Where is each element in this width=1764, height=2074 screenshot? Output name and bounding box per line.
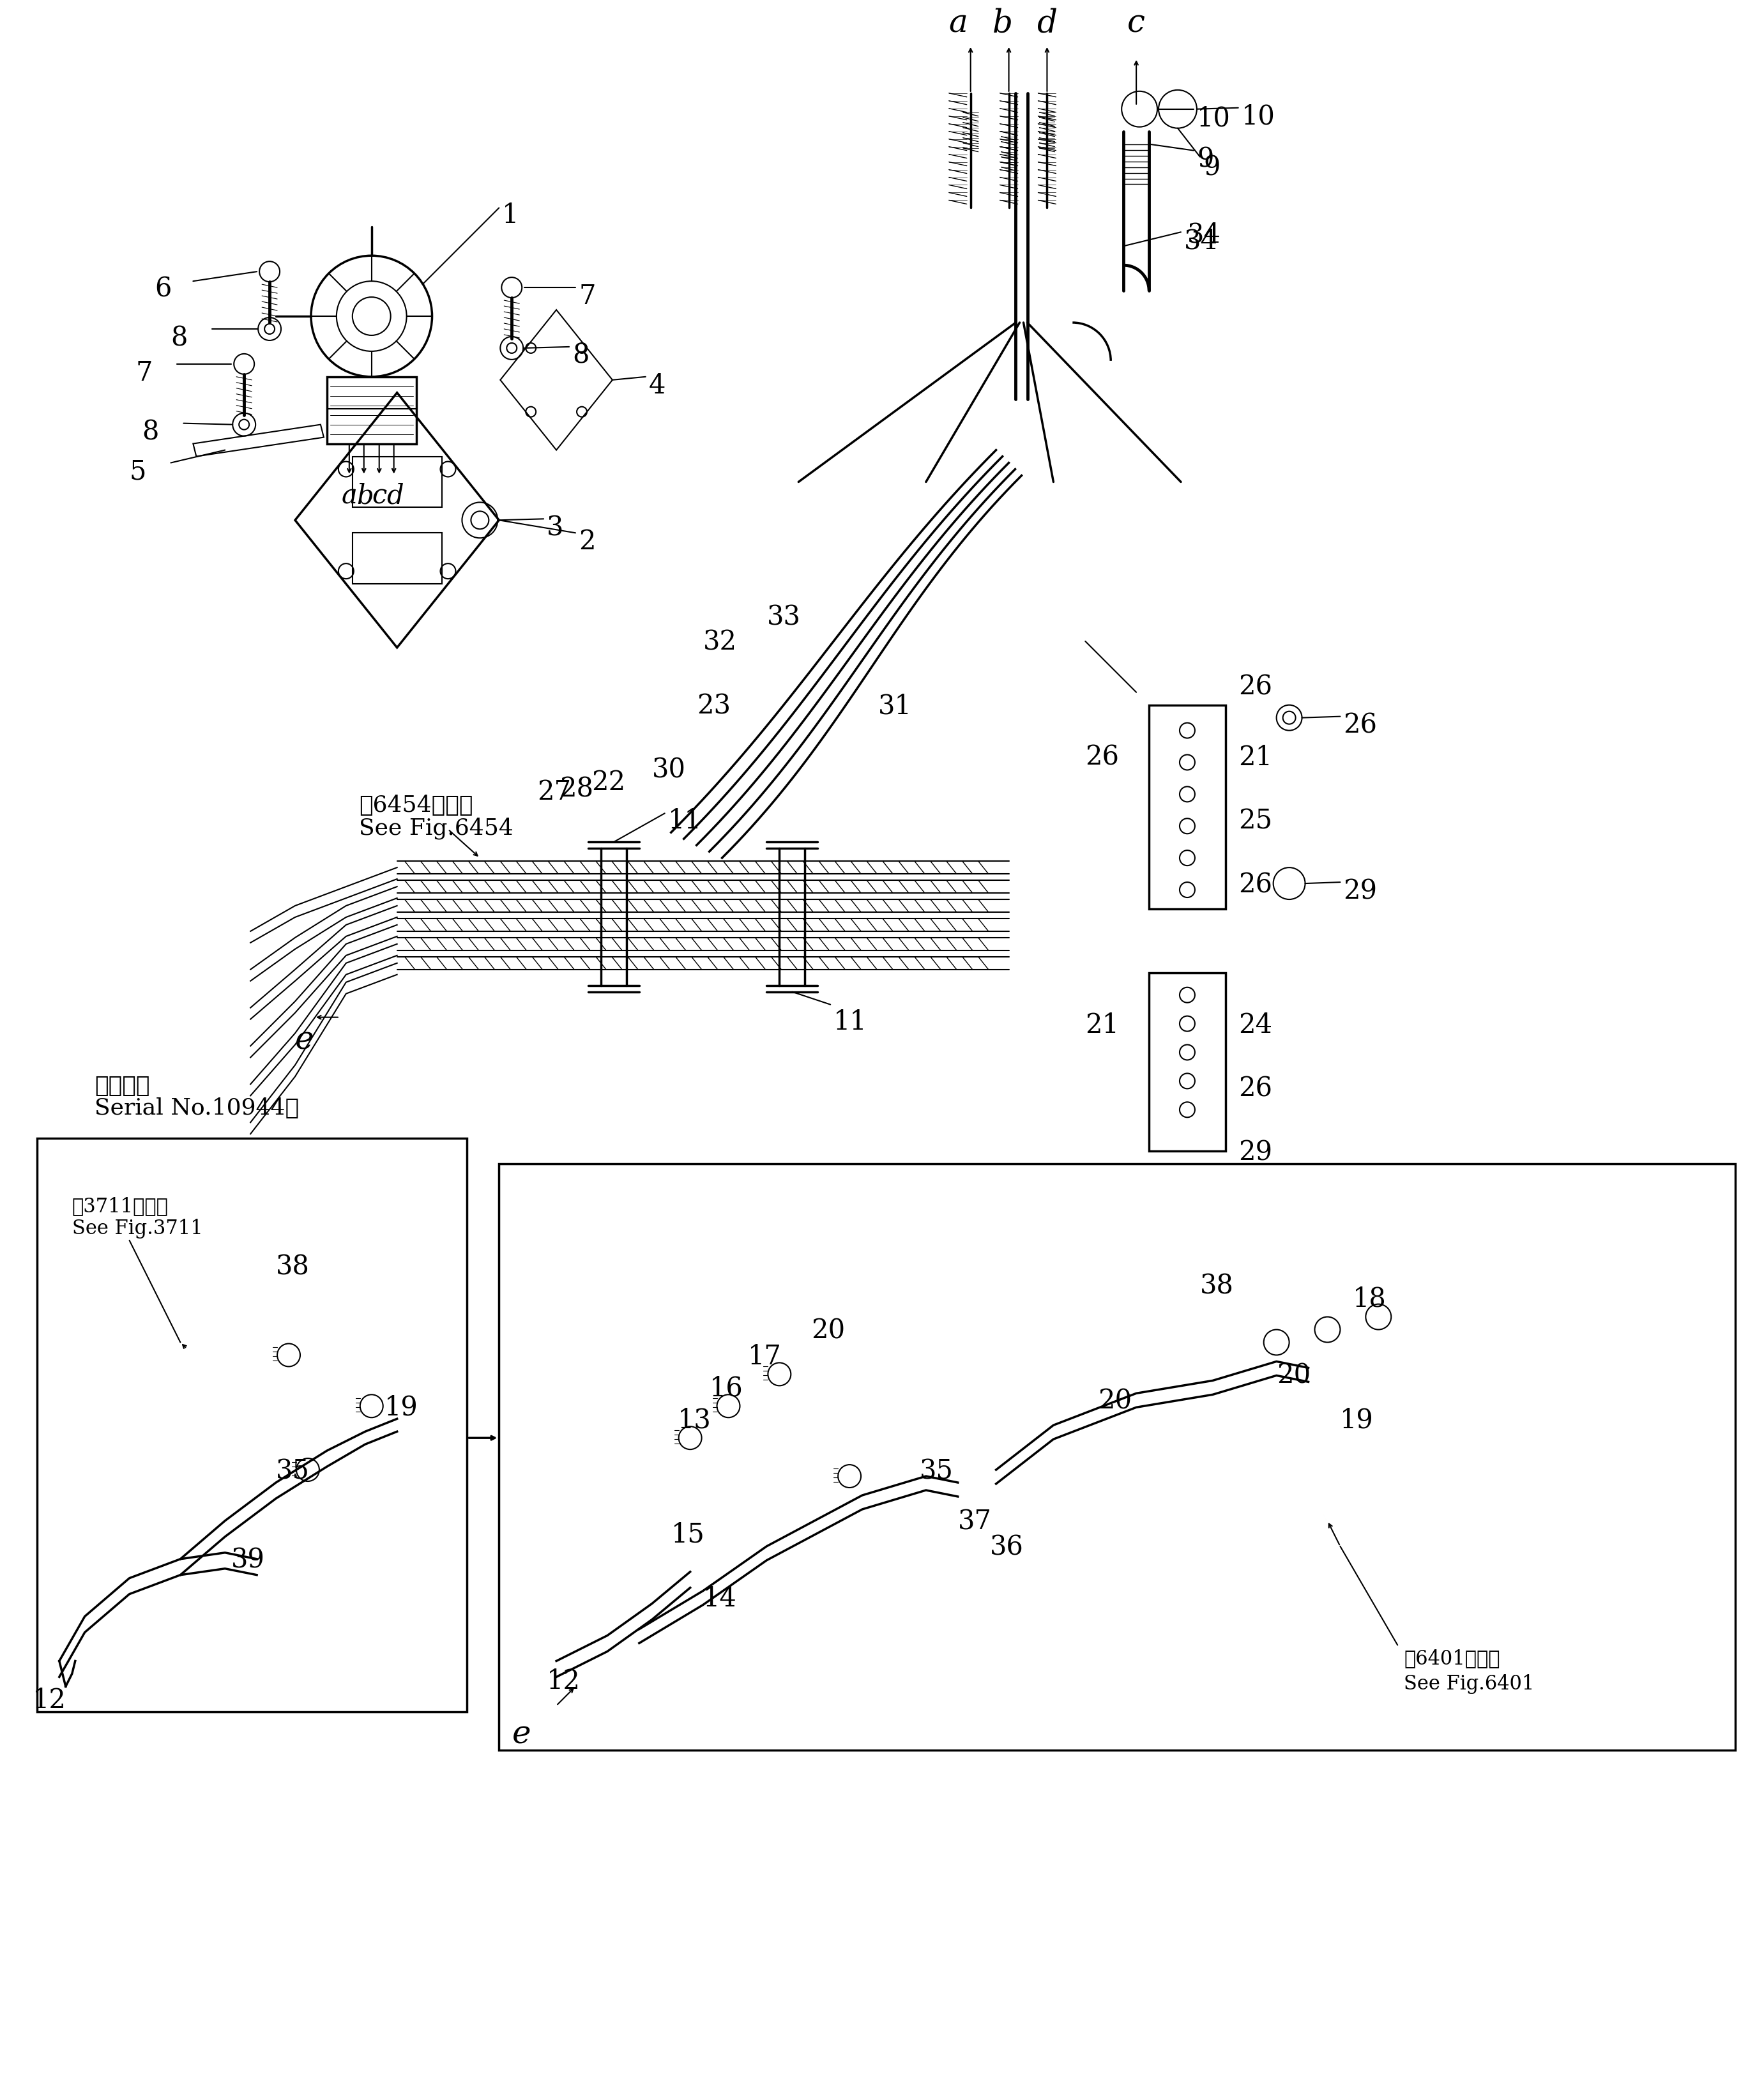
Text: 29: 29 [1344,877,1378,904]
Text: Serial No.10944～: Serial No.10944～ [93,1097,298,1120]
Text: 37: 37 [958,1508,991,1535]
Text: 11: 11 [834,1008,868,1035]
Text: 23: 23 [697,693,730,720]
Text: 7: 7 [136,359,153,386]
Text: 26: 26 [1238,871,1272,898]
Text: 7: 7 [579,282,596,309]
Text: a: a [342,483,358,510]
Text: 8: 8 [572,342,589,369]
Text: 2: 2 [579,529,596,556]
Text: 38: 38 [1200,1273,1233,1298]
Text: 18: 18 [1353,1286,1387,1313]
Text: e: e [512,1719,531,1750]
Text: 13: 13 [677,1406,711,1433]
Text: e: e [295,1025,314,1056]
Text: See Fig.6454: See Fig.6454 [358,817,513,838]
Text: 6: 6 [155,276,171,303]
Text: 21: 21 [1238,745,1272,769]
Text: c: c [1127,8,1145,39]
Text: 5: 5 [129,458,146,485]
Text: 26: 26 [1238,1074,1272,1101]
Text: 38: 38 [275,1253,310,1280]
Text: 12: 12 [547,1667,580,1694]
Text: 8: 8 [143,419,159,446]
Text: 16: 16 [709,1375,743,1402]
Text: 9: 9 [1196,145,1214,172]
Text: 25: 25 [1238,807,1272,834]
Text: 30: 30 [653,757,686,784]
Text: 36: 36 [990,1533,1023,1560]
Text: d: d [1037,8,1057,39]
Text: 20: 20 [811,1317,845,1344]
Text: a: a [949,8,967,39]
Text: 第6454図参照: 第6454図参照 [358,794,473,817]
Text: 15: 15 [670,1520,706,1547]
Text: 20: 20 [1277,1363,1311,1388]
Text: 1: 1 [503,201,519,228]
Text: 10: 10 [1196,106,1231,133]
Text: d: d [386,483,404,510]
Text: 9: 9 [1203,153,1221,180]
Text: 第6401図参照: 第6401図参照 [1404,1649,1499,1667]
Text: 26: 26 [1238,674,1272,701]
Text: 19: 19 [385,1394,418,1421]
Text: 第3711図参照: 第3711図参照 [72,1197,168,1215]
Text: c: c [372,483,386,510]
Text: 26: 26 [1085,745,1118,769]
Text: 14: 14 [702,1585,737,1611]
Text: 20: 20 [1097,1388,1132,1414]
Text: 39: 39 [231,1547,265,1574]
Text: 24: 24 [1238,1012,1272,1039]
Text: 22: 22 [591,769,626,796]
Text: 29: 29 [1238,1139,1272,1166]
Text: 21: 21 [1085,1012,1118,1039]
Text: 3: 3 [547,514,564,541]
Text: b: b [991,8,1013,39]
Text: 4: 4 [649,371,665,398]
Text: 34: 34 [1184,228,1217,255]
Text: 32: 32 [702,628,737,655]
Text: 適用号機: 適用号機 [93,1074,150,1097]
Text: 34: 34 [1187,222,1221,249]
Text: See Fig.6401: See Fig.6401 [1404,1674,1535,1694]
Text: See Fig.3711: See Fig.3711 [72,1217,203,1238]
Text: 11: 11 [669,807,702,834]
Text: 10: 10 [1242,104,1275,131]
Text: 33: 33 [767,604,801,630]
Text: 17: 17 [748,1342,781,1369]
Text: 28: 28 [559,776,593,803]
Text: 19: 19 [1341,1406,1374,1433]
Text: 31: 31 [878,693,912,720]
Text: b: b [356,483,374,510]
Text: 27: 27 [538,778,572,805]
Text: 35: 35 [919,1458,954,1485]
Text: 35: 35 [275,1458,310,1485]
Text: 12: 12 [34,1686,67,1713]
Text: 26: 26 [1344,711,1378,738]
Text: 8: 8 [171,324,187,351]
